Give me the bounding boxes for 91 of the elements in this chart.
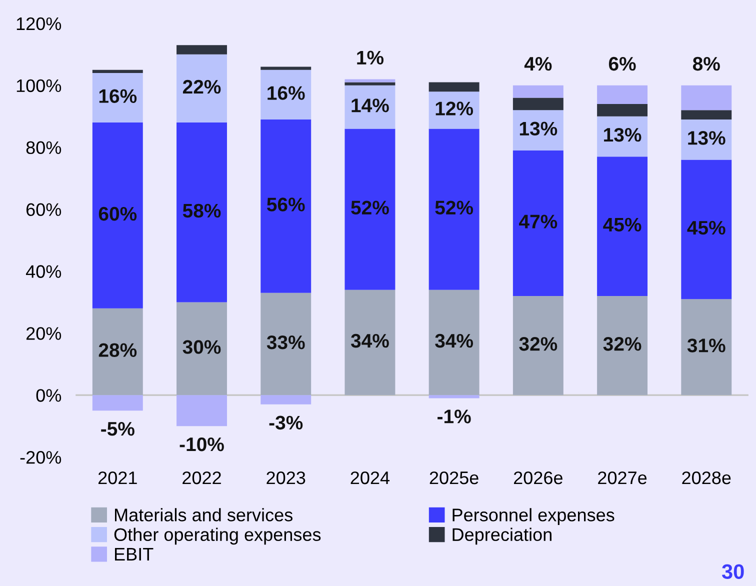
data-label: 32% — [519, 337, 558, 351]
bar — [260, 395, 312, 404]
x-tick-label: 2024 — [350, 471, 390, 484]
bar — [344, 85, 396, 129]
data-label: 30% — [182, 340, 221, 354]
bar — [176, 54, 227, 123]
bar — [681, 160, 732, 300]
x-tick-label: 2021 — [98, 471, 137, 484]
bar — [344, 128, 396, 290]
data-label: -10% — [180, 437, 224, 452]
data-label: 8% — [692, 56, 720, 71]
data-label: 16% — [268, 86, 305, 100]
data-label: 28% — [98, 343, 137, 357]
bar — [428, 128, 480, 290]
x-tick-label: 2023 — [266, 471, 306, 484]
bar — [92, 308, 143, 396]
bar — [597, 104, 648, 116]
bar — [176, 122, 227, 302]
data-label: 6% — [608, 56, 636, 71]
bar — [344, 82, 396, 86]
data-label: 14% — [352, 98, 389, 112]
bar — [92, 73, 143, 123]
data-label: 16% — [99, 89, 137, 103]
y-tick-label: 0% — [36, 389, 62, 402]
data-label: -5% — [101, 422, 134, 436]
data-label: -3% — [269, 416, 303, 430]
bar — [176, 395, 227, 426]
legend-label: Depreciation — [452, 528, 552, 545]
bar — [428, 290, 480, 396]
data-label: 60% — [98, 206, 137, 221]
bar — [428, 82, 480, 92]
bar — [260, 292, 312, 396]
data-label: 13% — [604, 128, 642, 142]
data-label: -1% — [438, 410, 471, 424]
bar — [260, 119, 312, 293]
bar — [597, 296, 648, 396]
bar — [344, 290, 396, 396]
bar — [260, 70, 312, 120]
bar — [512, 98, 564, 110]
bar — [597, 85, 648, 104]
x-tick-label: 2022 — [182, 471, 221, 484]
bar — [92, 395, 143, 411]
y-tick-label: 80% — [26, 141, 62, 154]
bar — [681, 85, 732, 110]
bar — [92, 70, 143, 73]
x-tick-label: 2028e — [682, 471, 731, 484]
legend-label: EBIT — [115, 548, 154, 560]
bar — [512, 296, 564, 396]
data-label: 47% — [519, 214, 558, 228]
bar — [681, 299, 732, 396]
data-label: 56% — [267, 198, 305, 212]
data-label: 12% — [436, 102, 474, 116]
text: 30 — [722, 564, 744, 579]
bar — [176, 302, 227, 396]
x-tick-label: 2025e — [430, 471, 478, 484]
data-label: 45% — [603, 218, 642, 232]
legend-label: Personnel expenses — [452, 508, 614, 525]
bar — [428, 395, 480, 398]
y-tick-label: 60% — [26, 203, 62, 216]
data-label: 1% — [357, 50, 384, 64]
x-tick-label: 2027e — [598, 471, 647, 484]
data-label: 52% — [351, 200, 389, 215]
bar — [344, 79, 396, 82]
data-label: 32% — [603, 337, 642, 351]
bar — [512, 110, 564, 150]
data-label: 34% — [435, 334, 474, 348]
y-tick-label: 20% — [26, 327, 62, 340]
bar — [512, 85, 564, 98]
data-label: 4% — [524, 56, 552, 71]
bar — [681, 110, 732, 120]
data-label: 13% — [688, 131, 726, 145]
data-label: 31% — [687, 338, 726, 352]
bar — [92, 122, 143, 308]
bar — [260, 66, 312, 70]
data-label: 33% — [266, 335, 305, 350]
legend-label: Other operating expenses — [114, 528, 321, 545]
y-tick-label: 120% — [16, 17, 62, 30]
data-label: 34% — [350, 334, 389, 348]
y-tick-label: 40% — [26, 265, 62, 278]
data-label: 52% — [435, 200, 474, 215]
bar — [176, 45, 227, 54]
bar — [597, 156, 648, 296]
data-label: 45% — [687, 220, 726, 235]
legend-label: Materials and services — [115, 508, 292, 522]
data-label: 58% — [182, 204, 221, 218]
data-label: 13% — [520, 122, 558, 136]
y-tick-label: -20% — [20, 451, 62, 464]
bar — [512, 150, 564, 296]
data-label: 22% — [182, 80, 221, 94]
x-tick-label: 2026e — [514, 471, 562, 484]
y-tick-label: 100% — [16, 79, 62, 92]
